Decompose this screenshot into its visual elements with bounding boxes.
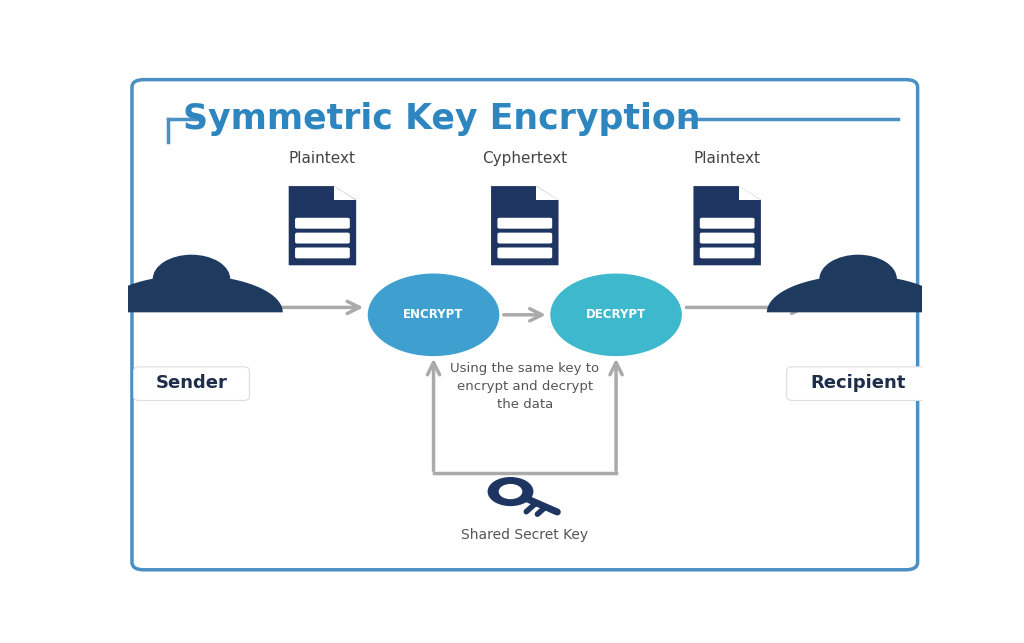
FancyBboxPatch shape: [699, 248, 755, 258]
FancyBboxPatch shape: [699, 233, 755, 244]
FancyBboxPatch shape: [295, 218, 350, 229]
FancyBboxPatch shape: [133, 367, 250, 401]
Circle shape: [488, 478, 532, 505]
Polygon shape: [100, 275, 283, 312]
FancyBboxPatch shape: [498, 233, 552, 244]
Text: Recipient: Recipient: [810, 374, 906, 392]
FancyBboxPatch shape: [498, 248, 552, 258]
FancyBboxPatch shape: [295, 233, 350, 244]
Circle shape: [500, 485, 521, 498]
Circle shape: [369, 274, 499, 356]
Polygon shape: [767, 275, 949, 312]
Text: Symmetric Key Encryption: Symmetric Key Encryption: [182, 102, 700, 136]
FancyBboxPatch shape: [699, 218, 755, 229]
Text: Shared Secret Key: Shared Secret Key: [461, 528, 589, 542]
Circle shape: [154, 255, 229, 303]
Text: Plaintext: Plaintext: [693, 151, 761, 167]
Polygon shape: [693, 186, 761, 266]
Polygon shape: [492, 186, 558, 266]
Text: Cyphertext: Cyphertext: [482, 151, 567, 167]
FancyBboxPatch shape: [498, 218, 552, 229]
Text: Sender: Sender: [156, 374, 227, 392]
Polygon shape: [738, 186, 761, 200]
FancyBboxPatch shape: [786, 367, 928, 401]
FancyBboxPatch shape: [132, 80, 918, 570]
Text: Plaintext: Plaintext: [289, 151, 356, 167]
Circle shape: [820, 255, 896, 303]
Text: Using the same key to
encrypt and decrypt
the data: Using the same key to encrypt and decryp…: [451, 362, 599, 411]
Text: DECRYPT: DECRYPT: [586, 308, 646, 322]
Text: ENCRYPT: ENCRYPT: [403, 308, 464, 322]
FancyBboxPatch shape: [295, 248, 350, 258]
Polygon shape: [537, 186, 558, 200]
Circle shape: [551, 274, 681, 356]
Polygon shape: [334, 186, 356, 200]
Polygon shape: [289, 186, 356, 266]
